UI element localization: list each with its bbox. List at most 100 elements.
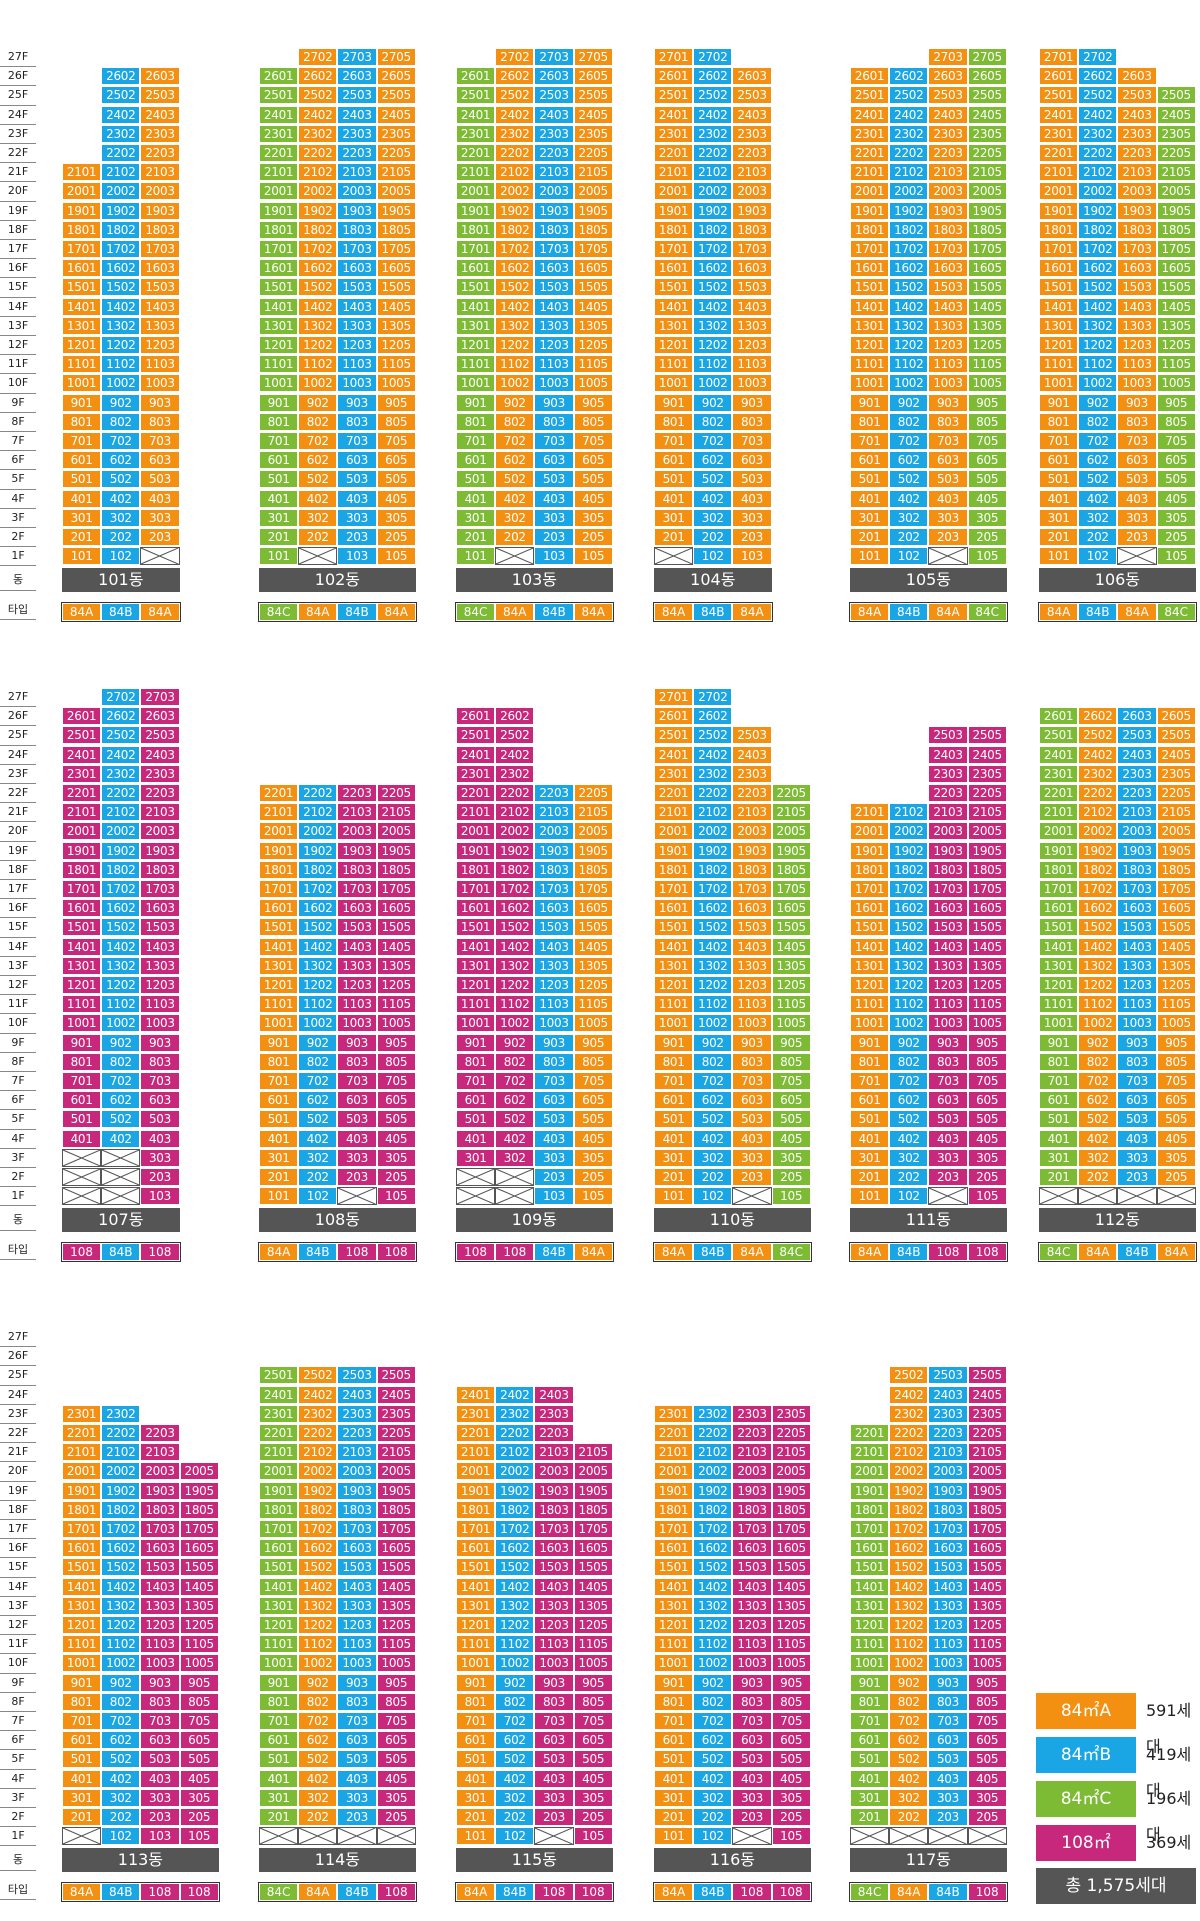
unit-107동-16-2[interactable]: 1602 [101, 899, 141, 918]
unit-110동-21-1[interactable]: 2101 [654, 803, 694, 822]
unit-114동-23-2[interactable]: 2302 [298, 1404, 338, 1423]
unit-109동-13-2[interactable]: 1302 [495, 956, 535, 975]
unit-108동-12-5[interactable]: 1205 [376, 976, 416, 994]
unit-116동-18-3[interactable]: 1803 [732, 1500, 772, 1519]
unit-105동-12-1[interactable]: 1201 [850, 336, 890, 354]
unit-110동-23-2[interactable]: 2302 [693, 764, 733, 783]
unit-106동-27-1[interactable]: 2701 [1039, 48, 1079, 66]
unit-107동-16-3[interactable]: 1603 [140, 899, 180, 918]
unit-110동-20-3[interactable]: 2003 [732, 822, 772, 841]
unit-117동-7-5[interactable]: 705 [967, 1712, 1007, 1730]
unit-112동-11-2[interactable]: 1102 [1078, 995, 1118, 1014]
unit-112동-6-3[interactable]: 603 [1117, 1091, 1157, 1110]
unit-113동-9-3[interactable]: 903 [140, 1673, 180, 1692]
unit-106동-9-1[interactable]: 901 [1039, 393, 1079, 412]
unit-103동-16-3[interactable]: 1603 [534, 259, 574, 278]
unit-117동-10-1[interactable]: 1001 [850, 1654, 890, 1673]
unit-102동-19-5[interactable]: 1905 [376, 201, 416, 220]
unit-103동-2-3[interactable]: 203 [534, 528, 574, 546]
unit-115동-18-2[interactable]: 1802 [495, 1500, 535, 1519]
unit-114동-14-1[interactable]: 1401 [259, 1577, 299, 1596]
unit-103동-21-3[interactable]: 2103 [534, 163, 574, 182]
unit-113동-14-1[interactable]: 1401 [62, 1577, 102, 1596]
unit-102동-25-1[interactable]: 2501 [259, 86, 299, 105]
unit-113동-19-2[interactable]: 1902 [101, 1481, 141, 1500]
unit-116동-16-5[interactable]: 1605 [771, 1539, 811, 1558]
unit-111동-20-1[interactable]: 2001 [850, 822, 890, 841]
unit-116동-4-1[interactable]: 401 [654, 1769, 694, 1788]
unit-109동-22-2[interactable]: 2202 [495, 784, 535, 802]
unit-105동-16-1[interactable]: 1601 [850, 259, 890, 278]
unit-103동-4-1[interactable]: 401 [456, 489, 496, 508]
unit-110동-20-2[interactable]: 2002 [693, 822, 733, 841]
unit-105동-11-3[interactable]: 1103 [928, 355, 968, 374]
unit-111동-2-5[interactable]: 205 [967, 1168, 1007, 1186]
unit-112동-17-3[interactable]: 1703 [1117, 880, 1157, 898]
unit-113동-1-5[interactable]: 105 [179, 1827, 219, 1846]
unit-101동-2-3[interactable]: 203 [140, 528, 180, 546]
unit-117동-21-5[interactable]: 2105 [967, 1443, 1007, 1462]
unit-112동-3-2[interactable]: 302 [1078, 1148, 1118, 1167]
unit-110동-14-1[interactable]: 1401 [654, 937, 694, 956]
unit-115동-6-2[interactable]: 602 [495, 1731, 535, 1750]
unit-113동-6-5[interactable]: 605 [179, 1731, 219, 1750]
unit-114동-8-1[interactable]: 801 [259, 1692, 299, 1711]
unit-106동-5-3[interactable]: 503 [1117, 470, 1157, 489]
unit-115동-21-5[interactable]: 2105 [573, 1443, 613, 1462]
unit-116동-7-1[interactable]: 701 [654, 1712, 694, 1730]
unit-117동-18-5[interactable]: 1805 [967, 1500, 1007, 1519]
unit-106동-25-1[interactable]: 2501 [1039, 86, 1079, 105]
unit-117동-2-5[interactable]: 205 [967, 1808, 1007, 1826]
unit-103동-17-1[interactable]: 1701 [456, 240, 496, 258]
unit-108동-4-5[interactable]: 405 [376, 1129, 416, 1148]
unit-111동-17-5[interactable]: 1705 [967, 880, 1007, 898]
unit-116동-11-2[interactable]: 1102 [693, 1635, 733, 1654]
unit-113동-11-3[interactable]: 1103 [140, 1635, 180, 1654]
unit-114동-8-5[interactable]: 805 [376, 1692, 416, 1711]
unit-108동-11-5[interactable]: 1105 [376, 995, 416, 1014]
unit-112동-16-2[interactable]: 1602 [1078, 899, 1118, 918]
unit-110동-5-1[interactable]: 501 [654, 1110, 694, 1129]
unit-112동-17-2[interactable]: 1702 [1078, 880, 1118, 898]
unit-104동-2-1[interactable]: 201 [654, 528, 694, 546]
unit-112동-20-3[interactable]: 2003 [1117, 822, 1157, 841]
unit-107동-6-1[interactable]: 601 [62, 1091, 102, 1110]
unit-108동-21-5[interactable]: 2105 [376, 803, 416, 822]
unit-110동-21-5[interactable]: 2105 [771, 803, 811, 822]
unit-110동-22-3[interactable]: 2203 [732, 784, 772, 802]
unit-112동-5-2[interactable]: 502 [1078, 1110, 1118, 1129]
unit-117동-10-2[interactable]: 1002 [889, 1654, 929, 1673]
unit-109동-9-5[interactable]: 905 [573, 1033, 613, 1052]
unit-101동-1-2[interactable]: 102 [101, 547, 141, 566]
unit-106동-14-5[interactable]: 1405 [1156, 297, 1196, 316]
unit-105동-15-5[interactable]: 1505 [967, 278, 1007, 297]
unit-106동-23-3[interactable]: 2303 [1117, 124, 1157, 143]
unit-102동-26-3[interactable]: 2603 [337, 67, 377, 86]
unit-109동-16-5[interactable]: 1605 [573, 899, 613, 918]
unit-103동-18-1[interactable]: 1801 [456, 220, 496, 239]
unit-111동-16-2[interactable]: 1602 [889, 899, 929, 918]
unit-117동-8-3[interactable]: 803 [928, 1692, 968, 1711]
unit-105동-17-2[interactable]: 1702 [889, 240, 929, 258]
unit-114동-15-2[interactable]: 1502 [298, 1558, 338, 1577]
unit-109동-15-1[interactable]: 1501 [456, 918, 496, 937]
unit-113동-14-2[interactable]: 1402 [101, 1577, 141, 1596]
unit-101동-1-1[interactable]: 101 [62, 547, 102, 566]
unit-103동-17-2[interactable]: 1702 [495, 240, 535, 258]
unit-108동-5-5[interactable]: 505 [376, 1110, 416, 1129]
unit-117동-16-5[interactable]: 1605 [967, 1539, 1007, 1558]
unit-103동-5-2[interactable]: 502 [495, 470, 535, 489]
unit-108동-15-2[interactable]: 1502 [298, 918, 338, 937]
unit-104동-17-3[interactable]: 1703 [732, 240, 772, 258]
unit-116동-17-1[interactable]: 1701 [654, 1520, 694, 1538]
unit-109동-6-3[interactable]: 603 [534, 1091, 574, 1110]
unit-116동-6-5[interactable]: 605 [771, 1731, 811, 1750]
unit-114동-14-3[interactable]: 1403 [337, 1577, 377, 1596]
unit-117동-20-3[interactable]: 2003 [928, 1462, 968, 1481]
unit-102동-18-1[interactable]: 1801 [259, 220, 299, 239]
unit-106동-19-3[interactable]: 1903 [1117, 201, 1157, 220]
unit-115동-4-2[interactable]: 402 [495, 1769, 535, 1788]
unit-111동-9-1[interactable]: 901 [850, 1033, 890, 1052]
unit-113동-13-3[interactable]: 1303 [140, 1596, 180, 1615]
unit-116동-8-3[interactable]: 803 [732, 1692, 772, 1711]
